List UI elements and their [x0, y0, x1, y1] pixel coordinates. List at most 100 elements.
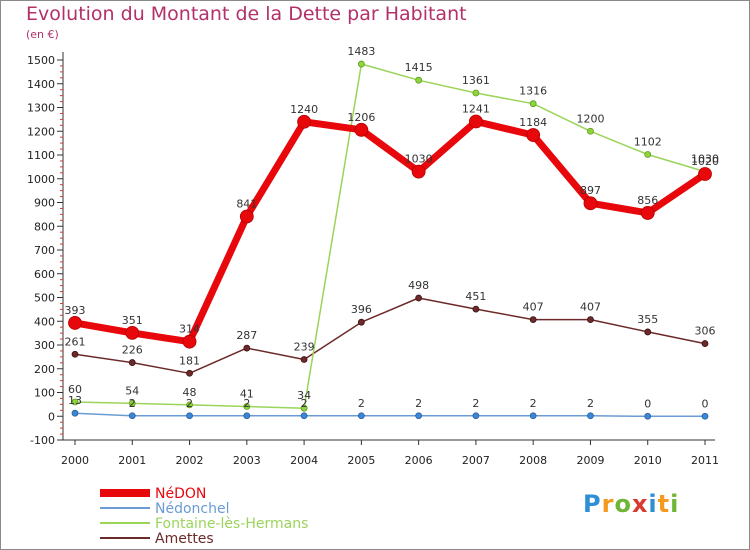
data-point	[243, 403, 251, 410]
data-point	[583, 196, 598, 211]
y-tick-label: 1100	[27, 149, 55, 162]
x-tick-label: 2002	[176, 454, 204, 467]
data-label: 2	[129, 397, 136, 410]
y-tick-label: 1000	[27, 173, 55, 186]
data-point	[701, 412, 709, 420]
data-label: 407	[580, 301, 601, 314]
data-point	[128, 412, 136, 420]
data-label: 2	[243, 397, 250, 410]
data-label: 1020	[691, 155, 719, 168]
legend-label: NéDON	[155, 486, 206, 502]
data-point	[357, 412, 365, 420]
chart-title: Evolution du Montant de la Dette par Hab…	[26, 3, 467, 25]
x-tick-label: 2006	[405, 454, 433, 467]
series-fontaine-l-s-hermans	[71, 60, 709, 412]
data-label: 1361	[462, 74, 490, 87]
y-tick-label: 600	[34, 268, 55, 281]
data-point	[128, 400, 136, 407]
data-label: 393	[65, 304, 86, 317]
data-point	[640, 206, 655, 220]
data-point	[411, 164, 426, 179]
y-tick-label: 700	[34, 244, 55, 257]
y-tick-label: 1300	[27, 102, 55, 115]
data-point	[529, 412, 537, 420]
data-label: 1200	[576, 112, 604, 125]
data-label: 1030	[405, 153, 433, 166]
data-label: 2	[530, 397, 537, 410]
data-point	[71, 350, 79, 358]
data-label: 0	[702, 397, 709, 410]
series-n-donchel	[71, 409, 709, 420]
data-label: 451	[465, 290, 486, 303]
logo-letter: i	[670, 490, 680, 518]
data-label: 396	[351, 303, 372, 316]
series-line	[74, 412, 705, 418]
data-point	[587, 127, 594, 135]
data-label: 2	[186, 397, 193, 410]
legend-item: Amettes	[100, 531, 214, 547]
logo-letter: i	[648, 490, 658, 518]
x-tick-label: 2011	[691, 454, 719, 467]
data-label: 314	[179, 323, 200, 336]
y-tick-label: 1500	[27, 54, 55, 67]
data-label: 13	[68, 394, 82, 407]
data-label: 1184	[519, 116, 547, 129]
logo-letter: o	[614, 490, 632, 518]
data-point	[526, 128, 541, 142]
legend-label: Nédonchel	[155, 501, 229, 517]
legend-label: Fontaine-lès-Hermans	[155, 516, 308, 532]
unit-label: (en €)	[26, 28, 59, 41]
data-point	[243, 412, 251, 420]
y-tick-label: -100	[30, 434, 55, 447]
data-point	[415, 294, 423, 302]
data-point	[415, 412, 423, 420]
data-label: 841	[236, 198, 257, 211]
data-label: 897	[580, 184, 601, 197]
data-label: 34	[297, 389, 311, 402]
data-point	[357, 60, 365, 68]
data-label: 856	[637, 194, 658, 207]
data-label: 2	[358, 397, 365, 410]
data-point	[529, 316, 537, 323]
data-label: 2	[472, 397, 479, 410]
x-tick-label: 2009	[576, 454, 604, 467]
data-point	[357, 318, 365, 326]
data-point	[354, 122, 369, 137]
series-layer: 13 2 2 2 2 2 2 2 2 2 0 0 261 226 181 287 239 396 498 451 407…	[65, 45, 720, 420]
data-point	[71, 398, 79, 406]
data-point	[469, 114, 483, 129]
data-point	[297, 114, 311, 129]
data-point	[125, 325, 140, 340]
data-label: 54	[125, 384, 139, 397]
legend-item: NéDON	[100, 486, 206, 502]
data-point	[239, 209, 254, 224]
data-point	[128, 359, 136, 366]
series-line	[74, 297, 706, 375]
data-labels: 13 2 2 2 2 2 2 2 2 2 0 0 261 226 181 287 239 396 498 451 407…	[65, 45, 720, 410]
data-label: 1415	[405, 61, 433, 74]
y-tick-label: 200	[34, 363, 55, 376]
data-label: 48	[183, 386, 197, 399]
data-point	[644, 412, 652, 420]
data-label: 1483	[347, 45, 375, 58]
data-label: 2	[587, 397, 594, 410]
data-point	[644, 328, 652, 336]
data-point	[68, 316, 82, 330]
data-label: 355	[637, 313, 658, 326]
data-label: 2	[301, 397, 308, 410]
data-point	[182, 334, 197, 349]
data-label: 1240	[290, 103, 318, 116]
data-point	[186, 401, 193, 409]
series-n-don	[68, 114, 712, 349]
data-point	[300, 356, 308, 363]
data-label: 351	[122, 314, 143, 327]
data-label: 1102	[634, 136, 662, 149]
data-point	[300, 404, 308, 412]
data-label: 2	[415, 397, 422, 410]
data-point	[472, 89, 480, 97]
data-point	[529, 100, 537, 108]
series-line	[74, 63, 706, 409]
y-tick-label: 800	[34, 220, 55, 233]
